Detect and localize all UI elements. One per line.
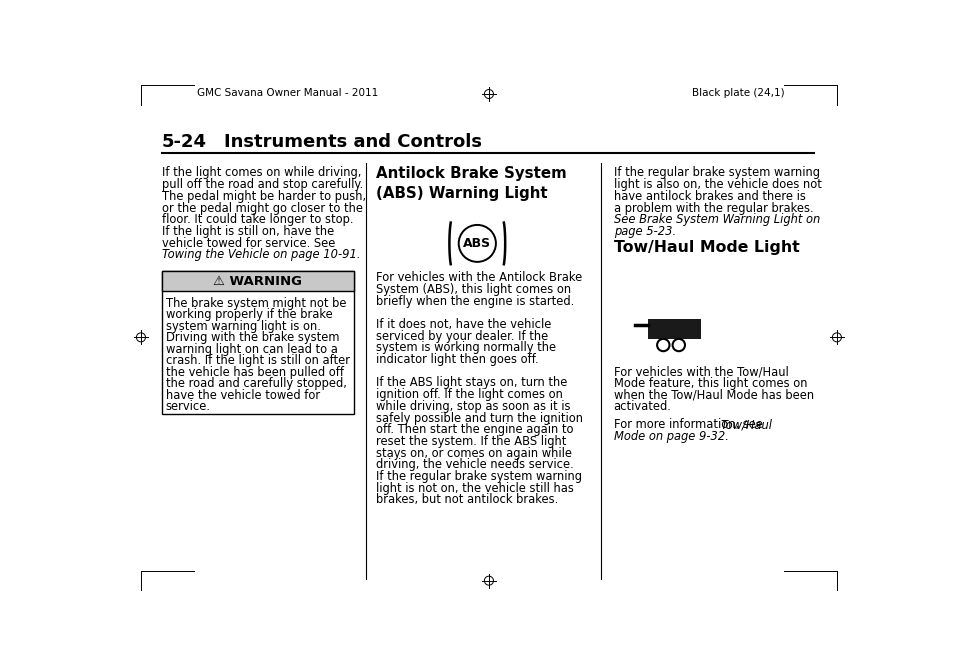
Text: Black plate (24,1): Black plate (24,1) [691, 88, 783, 98]
Text: The pedal might be harder to push,: The pedal might be harder to push, [162, 190, 366, 203]
Text: brakes, but not antilock brakes.: brakes, but not antilock brakes. [375, 494, 558, 506]
Text: If the ABS light stays on, turn the: If the ABS light stays on, turn the [375, 377, 566, 389]
Text: If it does not, have the vehicle: If it does not, have the vehicle [375, 318, 551, 331]
Text: the vehicle has been pulled off: the vehicle has been pulled off [166, 366, 343, 379]
Text: light is also on, the vehicle does not: light is also on, the vehicle does not [613, 178, 821, 191]
Text: GMC Savana Owner Manual - 2011: GMC Savana Owner Manual - 2011 [196, 88, 377, 98]
Text: Antilock Brake System
(ABS) Warning Light: Antilock Brake System (ABS) Warning Ligh… [375, 166, 566, 200]
Text: system is working normally the: system is working normally the [375, 341, 556, 354]
Text: Tow/Haul Mode Light: Tow/Haul Mode Light [613, 240, 799, 255]
Text: when the Tow/Haul Mode has been: when the Tow/Haul Mode has been [613, 389, 813, 401]
Text: Driving with the brake system: Driving with the brake system [166, 331, 339, 344]
Text: System (ABS), this light comes on: System (ABS), this light comes on [375, 283, 570, 296]
Text: Instruments and Controls: Instruments and Controls [224, 132, 481, 150]
Text: Tow/Haul: Tow/Haul [720, 418, 772, 431]
Text: floor. It could take longer to stop.: floor. It could take longer to stop. [162, 213, 353, 226]
Text: ignition off. If the light comes on: ignition off. If the light comes on [375, 388, 562, 401]
Text: If the light comes on while driving,: If the light comes on while driving, [162, 166, 361, 180]
Text: briefly when the engine is started.: briefly when the engine is started. [375, 295, 574, 307]
Text: ⚠ WARNING: ⚠ WARNING [213, 275, 302, 288]
Text: ABS: ABS [463, 237, 491, 250]
Text: service.: service. [166, 401, 211, 413]
Text: safely possible and turn the ignition: safely possible and turn the ignition [375, 411, 582, 425]
Text: If the regular brake system warning: If the regular brake system warning [613, 166, 819, 180]
Text: vehicle towed for service. See: vehicle towed for service. See [162, 236, 335, 250]
Text: warning light on can lead to a: warning light on can lead to a [166, 343, 337, 356]
Text: 5-24: 5-24 [162, 132, 207, 150]
Text: pull off the road and stop carefully.: pull off the road and stop carefully. [162, 178, 363, 191]
Text: reset the system. If the ABS light: reset the system. If the ABS light [375, 435, 565, 448]
Text: Mode feature, this light comes on: Mode feature, this light comes on [613, 377, 806, 389]
Text: page 5-23.: page 5-23. [613, 225, 675, 238]
Text: or the pedal might go closer to the: or the pedal might go closer to the [162, 202, 362, 214]
Text: light is not on, the vehicle still has: light is not on, the vehicle still has [375, 482, 573, 495]
Text: If the regular brake system warning: If the regular brake system warning [375, 470, 581, 483]
Bar [647, 319, 700, 339]
Text: working properly if the brake: working properly if the brake [166, 308, 333, 321]
Text: off. Then start the engine again to: off. Then start the engine again to [375, 424, 573, 436]
Text: have antilock brakes and there is: have antilock brakes and there is [613, 190, 804, 203]
Text: Towing the Vehicle on page 10-91.: Towing the Vehicle on page 10-91. [162, 248, 360, 261]
Text: a problem with the regular brakes.: a problem with the regular brakes. [613, 202, 813, 214]
Text: activated.: activated. [613, 400, 671, 413]
Text: For more information, see: For more information, see [613, 418, 765, 431]
Text: while driving, stop as soon as it is: while driving, stop as soon as it is [375, 400, 570, 413]
Text: The brake system might not be: The brake system might not be [166, 297, 346, 309]
Circle shape [672, 339, 684, 351]
Text: If the light is still on, have the: If the light is still on, have the [162, 225, 334, 238]
Text: crash. If the light is still on after: crash. If the light is still on after [166, 354, 350, 367]
Text: stays on, or comes on again while: stays on, or comes on again while [375, 447, 571, 460]
Text: Mode on page 9-32.: Mode on page 9-32. [613, 430, 728, 443]
Text: serviced by your dealer. If the: serviced by your dealer. If the [375, 329, 547, 343]
Bar [162, 271, 354, 291]
Text: driving, the vehicle needs service.: driving, the vehicle needs service. [375, 458, 573, 472]
Text: See Brake System Warning Light on: See Brake System Warning Light on [613, 213, 819, 226]
Text: the road and carefully stopped,: the road and carefully stopped, [166, 377, 346, 390]
Text: For vehicles with the Tow/Haul: For vehicles with the Tow/Haul [613, 365, 787, 378]
Text: system warning light is on.: system warning light is on. [166, 319, 320, 333]
Circle shape [657, 339, 669, 351]
Text: have the vehicle towed for: have the vehicle towed for [166, 389, 319, 402]
Bar [162, 271, 354, 414]
Text: For vehicles with the Antilock Brake: For vehicles with the Antilock Brake [375, 271, 581, 284]
Text: indicator light then goes off.: indicator light then goes off. [375, 353, 537, 366]
